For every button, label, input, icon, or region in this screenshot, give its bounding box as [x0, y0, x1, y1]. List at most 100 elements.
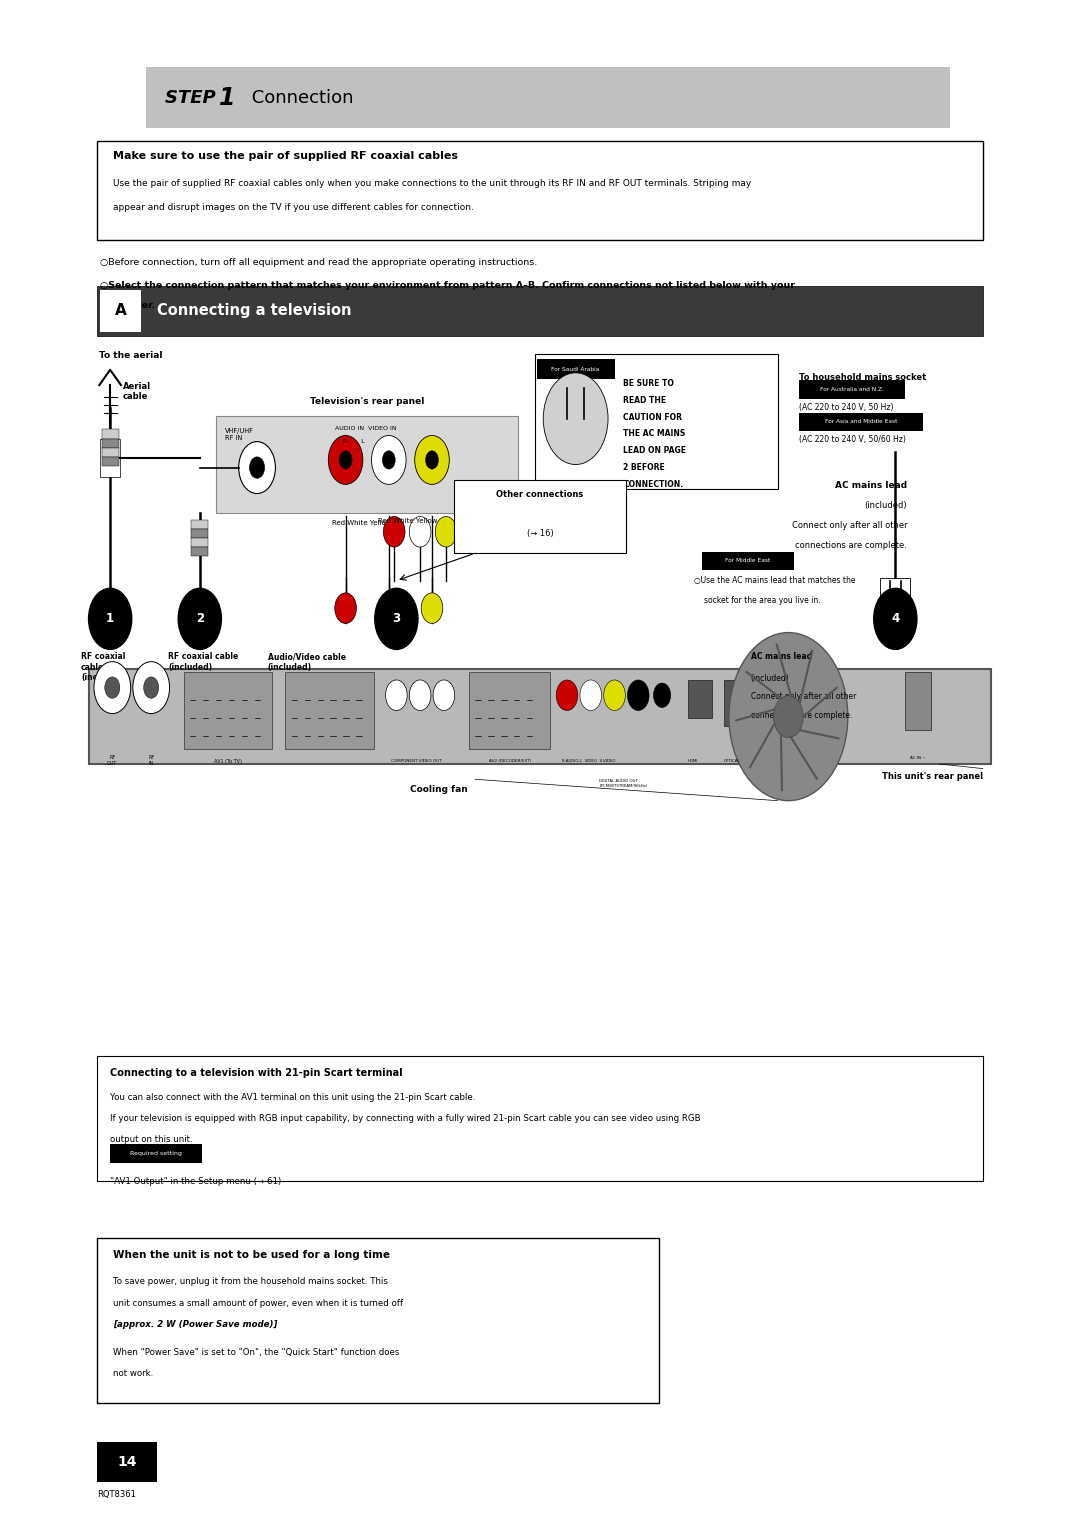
- FancyBboxPatch shape: [97, 1442, 157, 1482]
- Circle shape: [409, 516, 431, 547]
- Circle shape: [239, 442, 275, 494]
- Text: Use the pair of supplied RF coaxial cables only when you make connections to the: Use the pair of supplied RF coaxial cabl…: [113, 179, 752, 188]
- Circle shape: [556, 680, 578, 711]
- Circle shape: [409, 680, 431, 711]
- Text: RF
IN: RF IN: [148, 755, 154, 766]
- FancyBboxPatch shape: [537, 359, 615, 379]
- FancyBboxPatch shape: [100, 290, 141, 332]
- Text: COMPONENT VIDEO OUT: COMPONENT VIDEO OUT: [391, 759, 442, 764]
- FancyBboxPatch shape: [102, 448, 119, 457]
- Text: To save power, unplug it from the household mains socket. This: To save power, unplug it from the househ…: [113, 1277, 389, 1287]
- FancyBboxPatch shape: [110, 1144, 202, 1163]
- Text: 4: 4: [891, 613, 900, 625]
- Text: ○Select the connection pattern that matches your environment from pattern A–B. C: ○Select the connection pattern that matc…: [100, 281, 796, 290]
- Text: For Asia and Middle East: For Asia and Middle East: [825, 419, 897, 425]
- Text: STEP: STEP: [165, 89, 222, 107]
- FancyBboxPatch shape: [102, 439, 119, 448]
- FancyBboxPatch shape: [89, 669, 991, 764]
- Circle shape: [415, 435, 449, 484]
- Text: RF coaxial
cable
(included): RF coaxial cable (included): [81, 652, 125, 683]
- Text: ○Use the AC mains lead that matches the: ○Use the AC mains lead that matches the: [694, 576, 856, 585]
- Text: Connecting to a television with 21-pin Scart terminal: Connecting to a television with 21-pin S…: [110, 1068, 403, 1079]
- Text: VHF/UHF
RF IN: VHF/UHF RF IN: [225, 428, 254, 442]
- Circle shape: [435, 516, 457, 547]
- Text: This unit's rear panel: This unit's rear panel: [881, 772, 983, 781]
- Text: socket for the area you live in.: socket for the area you live in.: [704, 596, 821, 605]
- Text: appear and disrupt images on the TV if you use different cables for connection.: appear and disrupt images on the TV if y…: [113, 203, 474, 212]
- FancyBboxPatch shape: [469, 672, 550, 749]
- Text: ≈: ≈: [889, 420, 902, 435]
- FancyBboxPatch shape: [97, 1056, 983, 1181]
- Text: CAUTION FOR: CAUTION FOR: [623, 413, 683, 422]
- Text: To the aerial: To the aerial: [99, 351, 163, 361]
- Circle shape: [144, 677, 159, 698]
- Circle shape: [426, 451, 438, 469]
- Text: HDMI: HDMI: [688, 759, 699, 764]
- Text: [approx. 2 W (Power Save mode)]: [approx. 2 W (Power Save mode)]: [113, 1320, 278, 1329]
- Circle shape: [421, 593, 443, 623]
- Text: You can also connect with the AV1 terminal on this unit using the 21-pin Scart c: You can also connect with the AV1 termin…: [110, 1093, 475, 1102]
- Text: (→ 16): (→ 16): [527, 529, 553, 538]
- Text: LEAD ON PAGE: LEAD ON PAGE: [623, 446, 686, 455]
- FancyBboxPatch shape: [880, 578, 910, 639]
- Circle shape: [105, 677, 120, 698]
- Text: Television's rear panel: Television's rear panel: [310, 397, 424, 406]
- Text: 3: 3: [392, 613, 401, 625]
- Text: (included): (included): [751, 674, 789, 683]
- Text: 14: 14: [118, 1455, 137, 1470]
- Text: To household mains socket: To household mains socket: [799, 373, 927, 382]
- FancyBboxPatch shape: [191, 547, 208, 556]
- Text: RF coaxial cable
(included): RF coaxial cable (included): [168, 652, 239, 672]
- FancyBboxPatch shape: [688, 680, 712, 718]
- Text: RQT8361: RQT8361: [97, 1490, 136, 1499]
- FancyBboxPatch shape: [905, 672, 931, 730]
- Text: RF
OUT: RF OUT: [107, 755, 118, 766]
- Text: (included): (included): [865, 501, 907, 510]
- Text: THE AC MAINS: THE AC MAINS: [623, 429, 686, 439]
- Text: For Middle East: For Middle East: [726, 558, 770, 564]
- Text: Red White Yellow: Red White Yellow: [332, 520, 391, 526]
- Text: For Australia and N.Z.: For Australia and N.Z.: [820, 387, 885, 393]
- Circle shape: [178, 588, 221, 649]
- FancyBboxPatch shape: [702, 552, 794, 570]
- Text: 1: 1: [106, 613, 114, 625]
- Circle shape: [328, 435, 363, 484]
- FancyBboxPatch shape: [454, 480, 626, 553]
- Text: READ THE: READ THE: [623, 396, 666, 405]
- Text: Cooling fan: Cooling fan: [410, 785, 468, 795]
- Circle shape: [627, 680, 649, 711]
- Text: Aerial
cable: Aerial cable: [123, 382, 151, 402]
- FancyBboxPatch shape: [100, 439, 120, 477]
- Text: (AC 220 to 240 V, 50/60 Hz): (AC 220 to 240 V, 50/60 Hz): [799, 435, 906, 445]
- Text: 2 BEFORE: 2 BEFORE: [623, 463, 665, 472]
- Text: AC mains lead: AC mains lead: [751, 652, 812, 662]
- Text: ○Before connection, turn off all equipment and read the appropriate operating in: ○Before connection, turn off all equipme…: [100, 258, 538, 267]
- Circle shape: [249, 457, 265, 478]
- Circle shape: [433, 680, 455, 711]
- FancyBboxPatch shape: [285, 672, 374, 749]
- Text: AV2 (DECODER/EXT): AV2 (DECODER/EXT): [488, 759, 531, 764]
- Text: R       L: R L: [343, 439, 365, 443]
- Text: output on this unit.: output on this unit.: [110, 1135, 193, 1144]
- Text: AUDIO IN  VIDEO IN: AUDIO IN VIDEO IN: [335, 426, 396, 431]
- Circle shape: [653, 683, 671, 707]
- Text: Audio/Video cable
(included): Audio/Video cable (included): [268, 652, 346, 672]
- Text: When "Power Save" is set to "On", the "Quick Start" function does: When "Power Save" is set to "On", the "Q…: [113, 1348, 400, 1357]
- Circle shape: [604, 680, 625, 711]
- Circle shape: [378, 593, 400, 623]
- Circle shape: [773, 695, 804, 738]
- Text: DIGITAL AUDIO OUT
(PCM/BITSTREAM/96kHz): DIGITAL AUDIO OUT (PCM/BITSTREAM/96kHz): [599, 779, 648, 788]
- FancyBboxPatch shape: [97, 1238, 659, 1403]
- Text: For Saudi Arabia: For Saudi Arabia: [552, 367, 599, 373]
- FancyBboxPatch shape: [102, 457, 119, 466]
- Circle shape: [375, 588, 418, 649]
- Text: AC IN ~: AC IN ~: [910, 756, 926, 761]
- FancyBboxPatch shape: [102, 429, 119, 439]
- Text: Red White Yellow: Red White Yellow: [378, 518, 437, 524]
- Text: unit consumes a small amount of power, even when it is turned off: unit consumes a small amount of power, e…: [113, 1299, 404, 1308]
- FancyBboxPatch shape: [191, 538, 208, 547]
- Circle shape: [133, 662, 170, 714]
- Text: Connect only after all other: Connect only after all other: [792, 521, 907, 530]
- FancyBboxPatch shape: [216, 416, 518, 513]
- FancyBboxPatch shape: [97, 141, 983, 240]
